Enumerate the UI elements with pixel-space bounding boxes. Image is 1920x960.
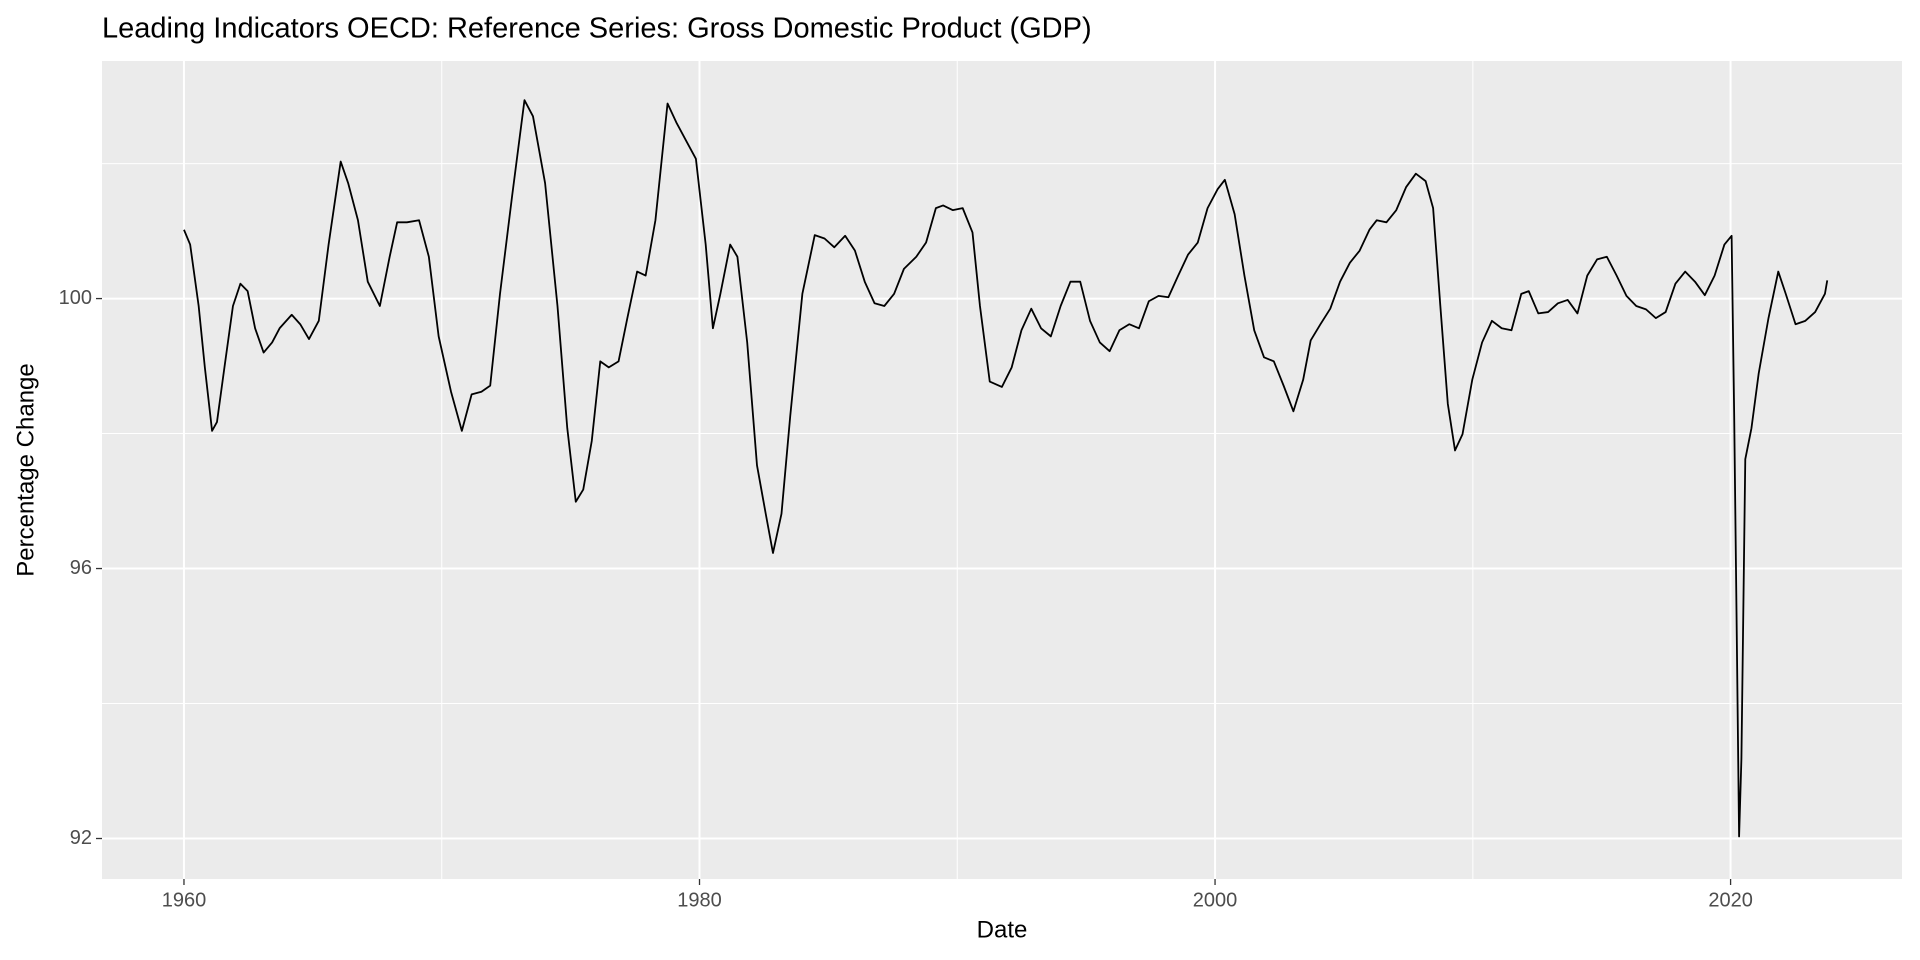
x-tick-label: 2020 <box>1708 889 1753 911</box>
x-tick-label: 1980 <box>677 889 722 911</box>
y-axis-title: Percentage Change <box>12 363 39 577</box>
x-tick-label: 1960 <box>162 889 207 911</box>
panel-background <box>102 61 1902 879</box>
chart-title: Leading Indicators OECD: Reference Serie… <box>102 13 1092 45</box>
grid: 1960 1980 2000 2020 92 96 100 <box>59 61 1902 911</box>
y-tick-label: 92 <box>70 827 92 849</box>
marks <box>183 99 1829 838</box>
data-line <box>183 99 1829 838</box>
y-tick-label: 96 <box>70 557 92 579</box>
x-tick-label: 2000 <box>1193 889 1238 911</box>
y-tick-label: 100 <box>59 287 92 309</box>
x-axis-title: Date <box>977 916 1028 943</box>
